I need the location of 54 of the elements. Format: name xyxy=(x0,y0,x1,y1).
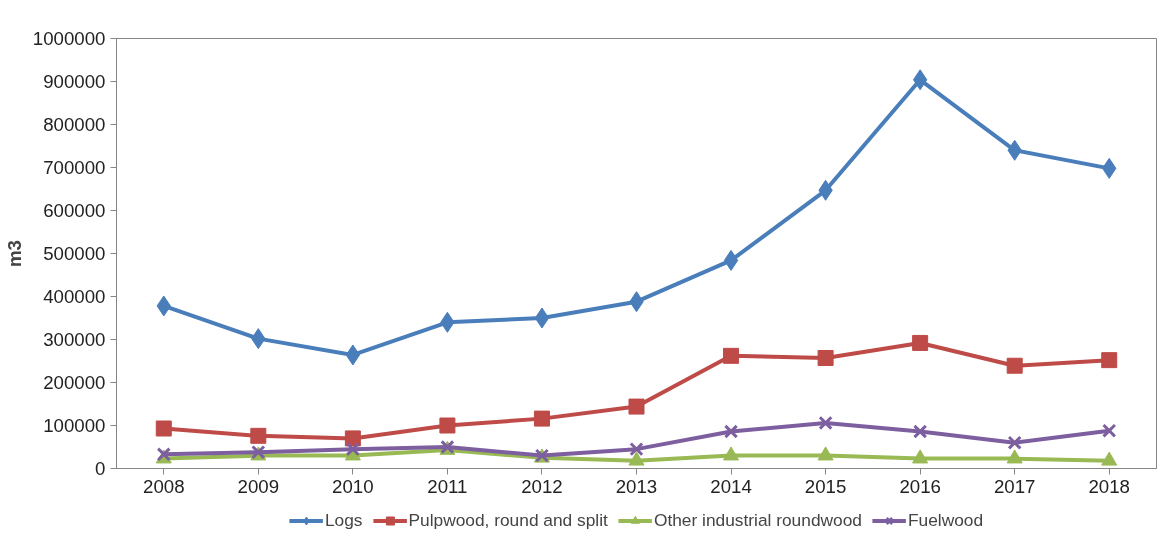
point xyxy=(818,415,833,431)
legend-label: Fuelwood xyxy=(907,509,984,531)
x-tick-label: 2011 xyxy=(427,475,468,497)
y-tick-label: 900000 xyxy=(43,71,106,92)
point xyxy=(533,410,550,427)
point xyxy=(912,424,928,439)
point xyxy=(1007,435,1022,450)
x-tick-label: 2016 xyxy=(899,475,941,497)
point xyxy=(250,427,267,444)
y-tick-label: 700000 xyxy=(43,157,106,178)
point xyxy=(912,334,929,351)
x-tick-label: 2017 xyxy=(993,475,1036,497)
point xyxy=(628,398,645,415)
point xyxy=(817,446,834,461)
y-tick-label: 600000 xyxy=(43,200,106,221)
point xyxy=(1006,357,1023,374)
y-tick-label: 500000 xyxy=(43,243,106,264)
legend-label: Pulpwood, round and split xyxy=(408,509,608,531)
x-tick-label: 2009 xyxy=(237,475,280,497)
x-tick-label: 2010 xyxy=(332,475,374,497)
y-tick-label: 1000000 xyxy=(32,28,106,49)
y-tick-label: 0 xyxy=(95,458,106,479)
point xyxy=(629,441,644,457)
x-tick-label: 2012 xyxy=(521,475,563,497)
point xyxy=(723,446,740,461)
legend-label: Logs xyxy=(324,509,363,531)
x-tick-label: 2013 xyxy=(615,475,658,497)
y-tick-label: 800000 xyxy=(43,114,106,135)
x-tick-label: 2008 xyxy=(143,475,185,497)
legend-label: Other industrial roundwood xyxy=(653,509,862,531)
point xyxy=(345,441,361,457)
point xyxy=(723,249,739,271)
point xyxy=(534,307,550,329)
point xyxy=(817,349,834,366)
point xyxy=(345,344,361,366)
point xyxy=(912,69,928,91)
y-tick-label: 200000 xyxy=(43,372,106,393)
point xyxy=(723,347,740,364)
point xyxy=(155,420,172,437)
x-tick-label: 2014 xyxy=(710,475,752,497)
y-tick-label: 100000 xyxy=(43,415,106,436)
y-axis-title: m3 xyxy=(3,240,25,267)
point xyxy=(1102,423,1117,438)
point xyxy=(912,449,929,464)
point xyxy=(439,417,456,434)
point xyxy=(1101,352,1118,369)
x-tick-label: 2018 xyxy=(1088,475,1130,497)
point xyxy=(1101,451,1118,466)
x-tick-label: 2015 xyxy=(804,475,847,497)
point xyxy=(628,451,645,466)
point xyxy=(723,424,739,439)
y-tick-label: 400000 xyxy=(43,286,106,307)
y-tick-label: 300000 xyxy=(43,329,106,350)
point xyxy=(1006,449,1023,464)
